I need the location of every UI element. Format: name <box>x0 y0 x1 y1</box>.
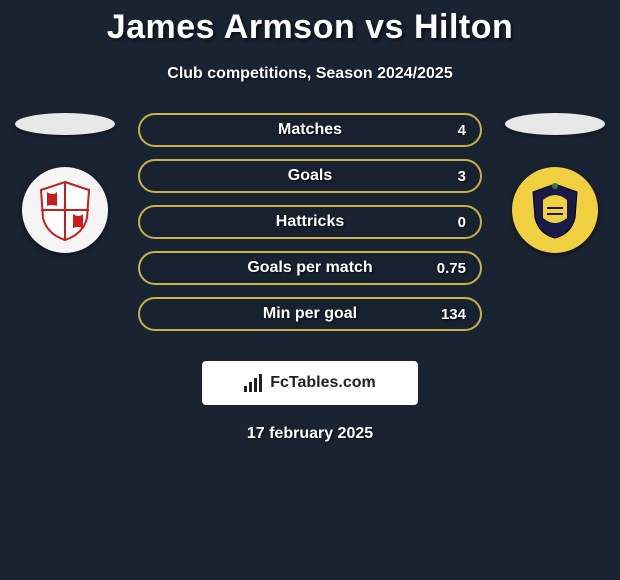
stats-column: Matches 4 Goals 3 Hattricks 0 Goals per … <box>120 113 500 343</box>
stat-row-matches: Matches 4 <box>138 113 482 147</box>
stat-row-hattricks: Hattricks 0 <box>138 205 482 239</box>
club-badge-right <box>512 167 598 253</box>
stat-row-min-per-goal: Min per goal 134 <box>138 297 482 331</box>
left-column <box>10 113 120 253</box>
stat-label: Min per goal <box>263 305 357 323</box>
shield-icon <box>33 178 97 242</box>
stat-value: 0.75 <box>437 260 466 277</box>
stat-label: Goals per match <box>247 259 372 277</box>
date-text: 17 february 2025 <box>0 425 620 443</box>
stat-label: Matches <box>278 121 342 139</box>
subtitle: Club competitions, Season 2024/2025 <box>0 65 620 83</box>
stat-row-goals: Goals 3 <box>138 159 482 193</box>
stat-label: Goals <box>288 167 332 185</box>
main-row: Matches 4 Goals 3 Hattricks 0 Goals per … <box>0 113 620 343</box>
logo-text: FcTables.com <box>270 374 376 392</box>
page-title: James Armson vs Hilton <box>0 8 620 47</box>
source-logo[interactable]: FcTables.com <box>202 361 418 405</box>
stat-label: Hattricks <box>276 213 344 231</box>
stat-value: 0 <box>458 214 466 231</box>
comparison-card: James Armson vs Hilton Club competitions… <box>0 0 620 443</box>
stat-value: 134 <box>441 306 466 323</box>
stat-value: 4 <box>458 122 466 139</box>
player-slot-left <box>15 113 115 135</box>
stat-row-goals-per-match: Goals per match 0.75 <box>138 251 482 285</box>
club-badge-left <box>22 167 108 253</box>
right-column <box>500 113 610 253</box>
crest-icon <box>523 178 587 242</box>
stat-value: 3 <box>458 168 466 185</box>
chart-icon <box>244 374 264 392</box>
player-slot-right <box>505 113 605 135</box>
